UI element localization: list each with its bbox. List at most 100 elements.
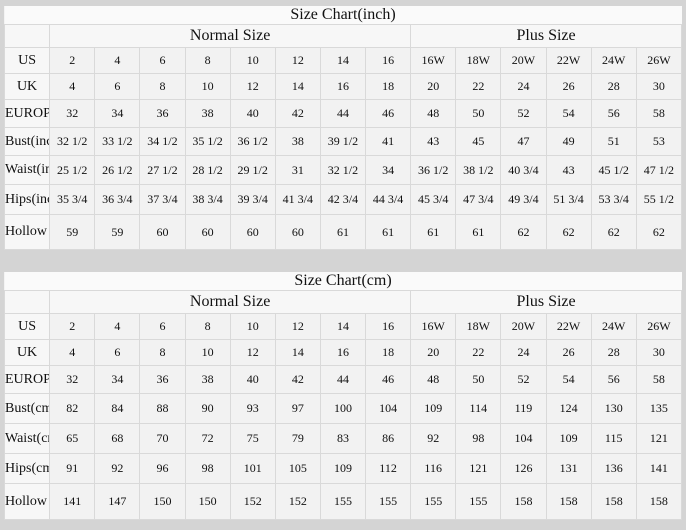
size-cell: 20W: [500, 47, 547, 74]
corner-cell: [3, 24, 51, 48]
row-label: EUROPE: [3, 99, 51, 128]
size-cell: 28 1/2: [184, 155, 231, 185]
group-header-normal: Normal Size: [49, 290, 412, 314]
table-row: EUROPE3234363840424446485052545658: [3, 99, 683, 128]
table-row: Bust(cm)82848890939710010410911411912413…: [3, 393, 683, 424]
size-cell: 158: [590, 483, 637, 520]
size-cell: 4: [49, 73, 96, 100]
size-cell: 8: [139, 339, 186, 366]
size-cell: 101: [229, 453, 276, 484]
size-cell: 10: [184, 73, 231, 100]
size-cell: 10: [229, 313, 276, 340]
size-cell: 22: [455, 339, 502, 366]
size-cell: 48: [410, 99, 457, 128]
size-cell: 33 1/2: [94, 127, 141, 156]
size-cell: 100: [319, 393, 367, 424]
size-cell: 93: [229, 393, 276, 424]
size-cell: 40: [229, 99, 276, 128]
row-label: Hips(cm): [3, 453, 51, 484]
size-cell: 45 1/2: [590, 155, 637, 185]
size-cell: 22W: [545, 313, 592, 340]
row-label: UK: [3, 73, 51, 100]
size-cell: 39 3/4: [229, 184, 276, 215]
table-row: Waist(inch)25 1/226 1/227 1/228 1/229 1/…: [3, 155, 683, 185]
size-cell: 29 1/2: [229, 155, 276, 185]
size-cell: 158: [635, 483, 683, 520]
size-cell: 47 3/4: [455, 184, 502, 215]
size-cell: 39 1/2: [319, 127, 367, 156]
size-cell: 43: [410, 127, 457, 156]
size-cell: 26W: [635, 47, 683, 74]
size-cell: 90: [184, 393, 231, 424]
size-cell: 26: [545, 73, 592, 100]
size-cell: 41: [364, 127, 412, 156]
size-cell: 61: [364, 214, 412, 250]
size-cell: 36: [139, 99, 186, 128]
table-row: UK 4 6 8 10 12 14 16 18 20 22 24 26 28 30: [3, 73, 683, 100]
row-label: EUROPE: [3, 365, 51, 394]
size-cell: 6: [139, 47, 186, 74]
size-cell: 25 1/2: [49, 155, 96, 185]
size-cell: 32 1/2: [49, 127, 96, 156]
size-cell: 98: [184, 453, 231, 484]
table-row: US 2 4 6 8 10 12 14 16 16W 18W 20W 22W 24W 26W: [3, 313, 683, 340]
size-cell: 4: [94, 313, 141, 340]
size-cell: 42 3/4: [319, 184, 367, 215]
row-label: Bust(cm): [3, 393, 51, 424]
size-cell: 109: [410, 393, 457, 424]
row-label: UK: [3, 339, 51, 366]
size-cell: 150: [139, 483, 186, 520]
size-cell: 50: [455, 99, 502, 128]
size-cell: 61: [410, 214, 457, 250]
size-cell: 40: [229, 365, 276, 394]
size-cell: 24: [500, 73, 547, 100]
size-cell: 119: [500, 393, 547, 424]
size-cell: 124: [545, 393, 592, 424]
size-table: Size Chart(cm) Normal Size Plus Size US 2 4 6 8…: [3, 272, 683, 520]
size-cell: 114: [455, 393, 502, 424]
table-row: Waist(cm)6568707275798386929810410911512…: [3, 423, 683, 454]
size-cell: 31: [274, 155, 321, 185]
size-cell: 35 1/2: [184, 127, 231, 156]
size-cell: 40 3/4: [500, 155, 547, 185]
size-cell: 48: [410, 365, 457, 394]
size-cell: 14: [319, 313, 367, 340]
size-cell: 150: [184, 483, 231, 520]
size-cell: 46: [364, 99, 412, 128]
size-cell: 34 1/2: [139, 127, 186, 156]
size-cell: 20: [410, 73, 457, 100]
size-cell: 58: [635, 99, 683, 128]
size-cell: 115: [590, 423, 637, 454]
size-cell: 131: [545, 453, 592, 484]
size-cell: 83: [319, 423, 367, 454]
row-label: Hollow to Floor(cm): [3, 483, 51, 520]
size-cell: 18: [364, 339, 412, 366]
size-cell: 136: [590, 453, 637, 484]
table-row: US 2 4 6 8 10 12 14 16 16W 18W 20W 22W 24W 26W: [3, 47, 683, 74]
size-cell: 41 3/4: [274, 184, 321, 215]
size-cell: 49 3/4: [500, 184, 547, 215]
row-label: Waist(cm): [3, 423, 51, 454]
size-cell: 141: [49, 483, 96, 520]
size-cell: 112: [364, 453, 412, 484]
size-cell: 34: [94, 365, 141, 394]
chart-title: Size Chart(cm): [4, 272, 682, 291]
size-cell: 34: [364, 155, 412, 185]
size-cell: 2: [49, 313, 96, 340]
size-cell: 16: [319, 339, 367, 366]
size-cell: 55 1/2: [635, 184, 683, 215]
size-cell: 38 3/4: [184, 184, 231, 215]
size-cell: 53: [635, 127, 683, 156]
size-cell: 14: [274, 73, 321, 100]
size-cell: 18W: [455, 47, 502, 74]
size-cell: 18W: [455, 313, 502, 340]
size-cell: 155: [364, 483, 412, 520]
table-row: Hips(cm)91929698101105109112116121126131…: [3, 453, 683, 484]
size-cell: 35 3/4: [49, 184, 96, 215]
size-cell: 12: [229, 73, 276, 100]
row-label: Bust(inch): [3, 127, 51, 156]
size-cell: 104: [500, 423, 547, 454]
size-cell: 98: [455, 423, 502, 454]
row-label: Hollow to Floor(inch): [3, 214, 51, 250]
size-cell: 4: [49, 339, 96, 366]
